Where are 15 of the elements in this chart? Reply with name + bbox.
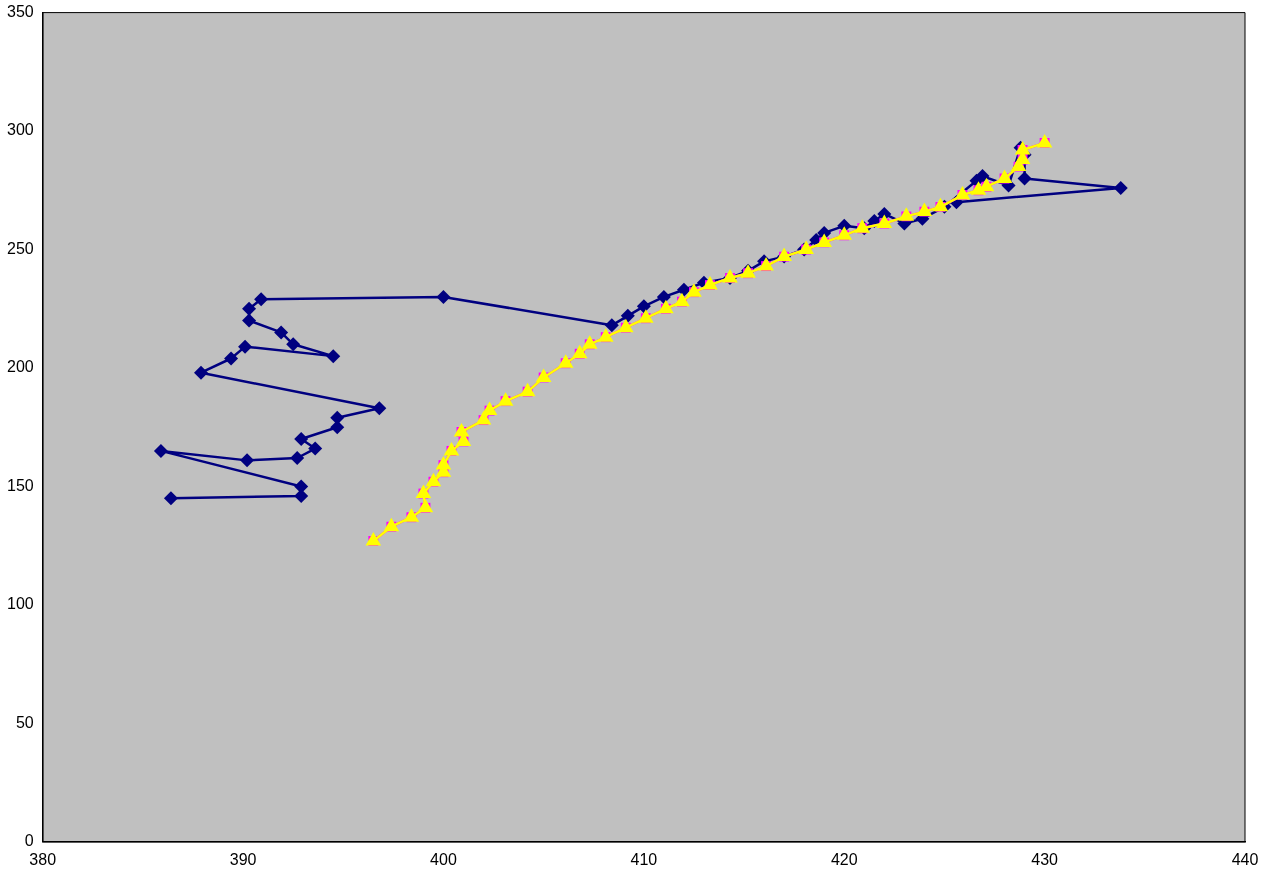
y-tick-label: 50: [15, 713, 34, 731]
x-tick-label: 440: [1231, 850, 1259, 868]
x-tick-label: 380: [29, 850, 57, 868]
y-tick-label: 100: [6, 595, 34, 613]
y-tick-label: 150: [6, 476, 34, 494]
y-tick-label: 0: [24, 832, 34, 850]
x-tick-label: 400: [430, 850, 457, 868]
x-tick-label: 410: [630, 850, 658, 868]
x-tick-label: 420: [830, 850, 858, 868]
y-tick-label: 300: [6, 121, 34, 139]
y-tick-label: 200: [6, 358, 34, 376]
x-tick-label: 430: [1031, 850, 1059, 868]
y-tick-label: 250: [6, 239, 34, 257]
y-tick-label: 350: [6, 3, 34, 21]
x-tick-label: 390: [229, 850, 257, 868]
